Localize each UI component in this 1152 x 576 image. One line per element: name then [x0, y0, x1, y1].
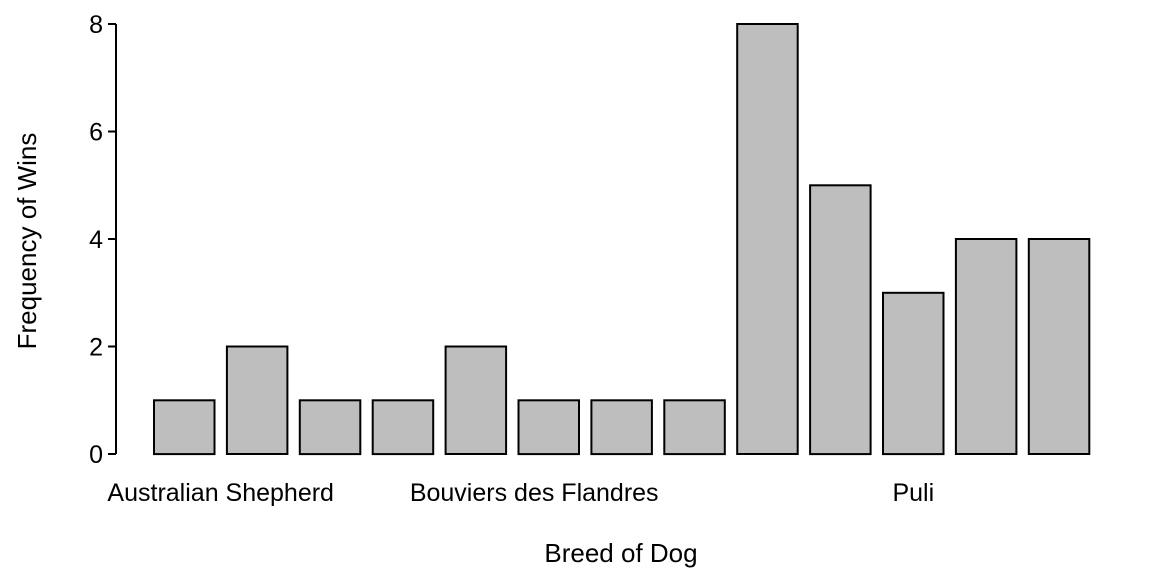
x-group-label: Puli [892, 479, 934, 507]
bar-12 [954, 238, 1018, 455]
bar-9 [736, 23, 799, 455]
bar-1 [153, 399, 216, 456]
bar-5 [444, 345, 508, 455]
x-group-label: Bouviers des Flandres [410, 479, 659, 507]
bar-11 [882, 291, 945, 456]
x-group-label: Australian Shepherd [107, 479, 334, 507]
bar-10 [809, 184, 872, 456]
y-tick-label: 6 [89, 119, 103, 147]
y-axis-ticks: 0 2 4 6 8 [89, 11, 116, 469]
bar-2 [225, 345, 289, 455]
y-tick-label: 0 [89, 441, 103, 469]
bar-3 [298, 399, 362, 456]
x-axis-title: Breed of Dog [544, 538, 697, 568]
bars-group [153, 23, 1091, 456]
bar-13 [1027, 238, 1091, 455]
bar-7 [590, 399, 653, 456]
bar-6 [517, 399, 580, 456]
y-tick-label: 4 [89, 226, 103, 254]
y-tick-label: 8 [89, 11, 103, 39]
x-axis-group-labels: Australian Shepherd Bouviers des Flandres… [107, 479, 934, 507]
bar-4 [371, 399, 435, 456]
bar-8 [663, 399, 726, 456]
y-tick-label: 2 [89, 334, 103, 362]
y-axis-title: Frequency of Wins [12, 133, 42, 350]
